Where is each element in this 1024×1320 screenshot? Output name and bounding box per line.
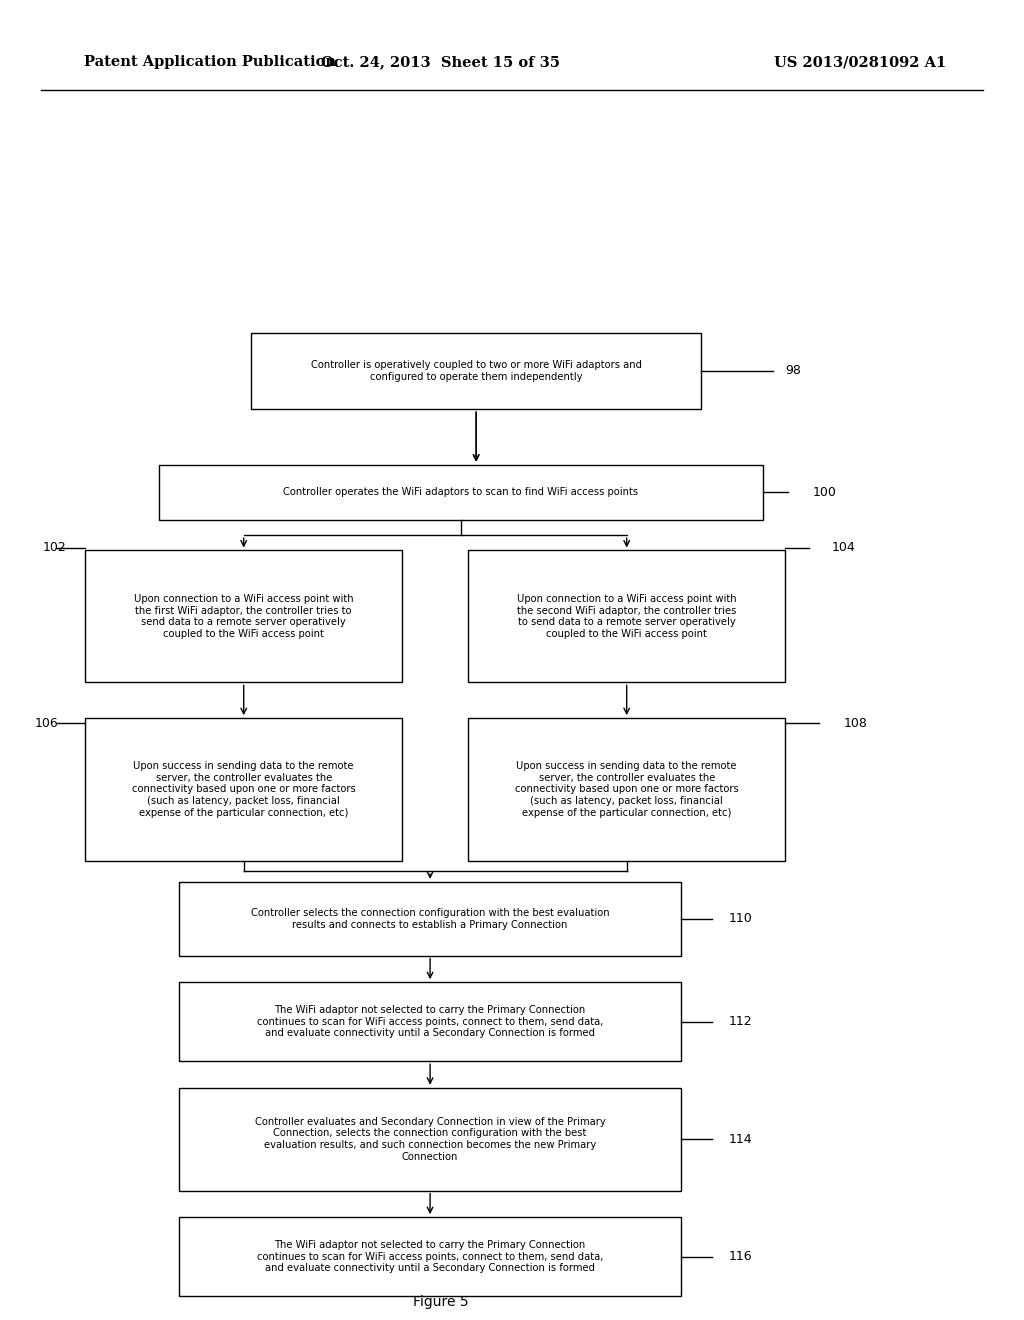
FancyBboxPatch shape xyxy=(85,550,402,682)
Text: Upon connection to a WiFi access point with
the second WiFi adaptor, the control: Upon connection to a WiFi access point w… xyxy=(517,594,736,639)
Text: 112: 112 xyxy=(729,1015,753,1028)
Text: 104: 104 xyxy=(831,541,855,554)
Text: Controller evaluates and Secondary Connection in view of the Primary
Connection,: Controller evaluates and Secondary Conne… xyxy=(255,1117,605,1162)
Text: Figure 5: Figure 5 xyxy=(413,1295,468,1309)
Text: 108: 108 xyxy=(844,717,867,730)
Text: The WiFi adaptor not selected to carry the Primary Connection
continues to scan : The WiFi adaptor not selected to carry t… xyxy=(257,1239,603,1274)
Text: Patent Application Publication: Patent Application Publication xyxy=(84,55,336,69)
Text: Controller operates the WiFi adaptors to scan to find WiFi access points: Controller operates the WiFi adaptors to… xyxy=(284,487,638,498)
FancyBboxPatch shape xyxy=(159,465,763,520)
Text: Upon success in sending data to the remote
server, the controller evaluates the
: Upon success in sending data to the remo… xyxy=(515,762,738,817)
Text: 100: 100 xyxy=(813,486,837,499)
Text: 106: 106 xyxy=(35,717,58,730)
Text: Upon success in sending data to the remote
server, the controller evaluates the
: Upon success in sending data to the remo… xyxy=(132,762,355,817)
Text: 116: 116 xyxy=(729,1250,753,1263)
FancyBboxPatch shape xyxy=(251,333,701,409)
Text: The WiFi adaptor not selected to carry the Primary Connection
continues to scan : The WiFi adaptor not selected to carry t… xyxy=(257,1005,603,1039)
FancyBboxPatch shape xyxy=(468,550,785,682)
Text: 110: 110 xyxy=(729,912,753,925)
Text: Oct. 24, 2013  Sheet 15 of 35: Oct. 24, 2013 Sheet 15 of 35 xyxy=(321,55,560,69)
FancyBboxPatch shape xyxy=(468,718,785,861)
Text: 114: 114 xyxy=(729,1133,753,1146)
FancyBboxPatch shape xyxy=(179,1088,681,1191)
Text: 98: 98 xyxy=(785,364,802,378)
Text: Controller is operatively coupled to two or more WiFi adaptors and
configured to: Controller is operatively coupled to two… xyxy=(310,360,642,381)
Text: Upon connection to a WiFi access point with
the first WiFi adaptor, the controll: Upon connection to a WiFi access point w… xyxy=(134,594,353,639)
FancyBboxPatch shape xyxy=(179,882,681,956)
Text: US 2013/0281092 A1: US 2013/0281092 A1 xyxy=(774,55,946,69)
FancyBboxPatch shape xyxy=(179,982,681,1061)
Text: 102: 102 xyxy=(43,541,67,554)
Text: Controller selects the connection configuration with the best evaluation
results: Controller selects the connection config… xyxy=(251,908,609,929)
FancyBboxPatch shape xyxy=(85,718,402,861)
FancyBboxPatch shape xyxy=(179,1217,681,1296)
